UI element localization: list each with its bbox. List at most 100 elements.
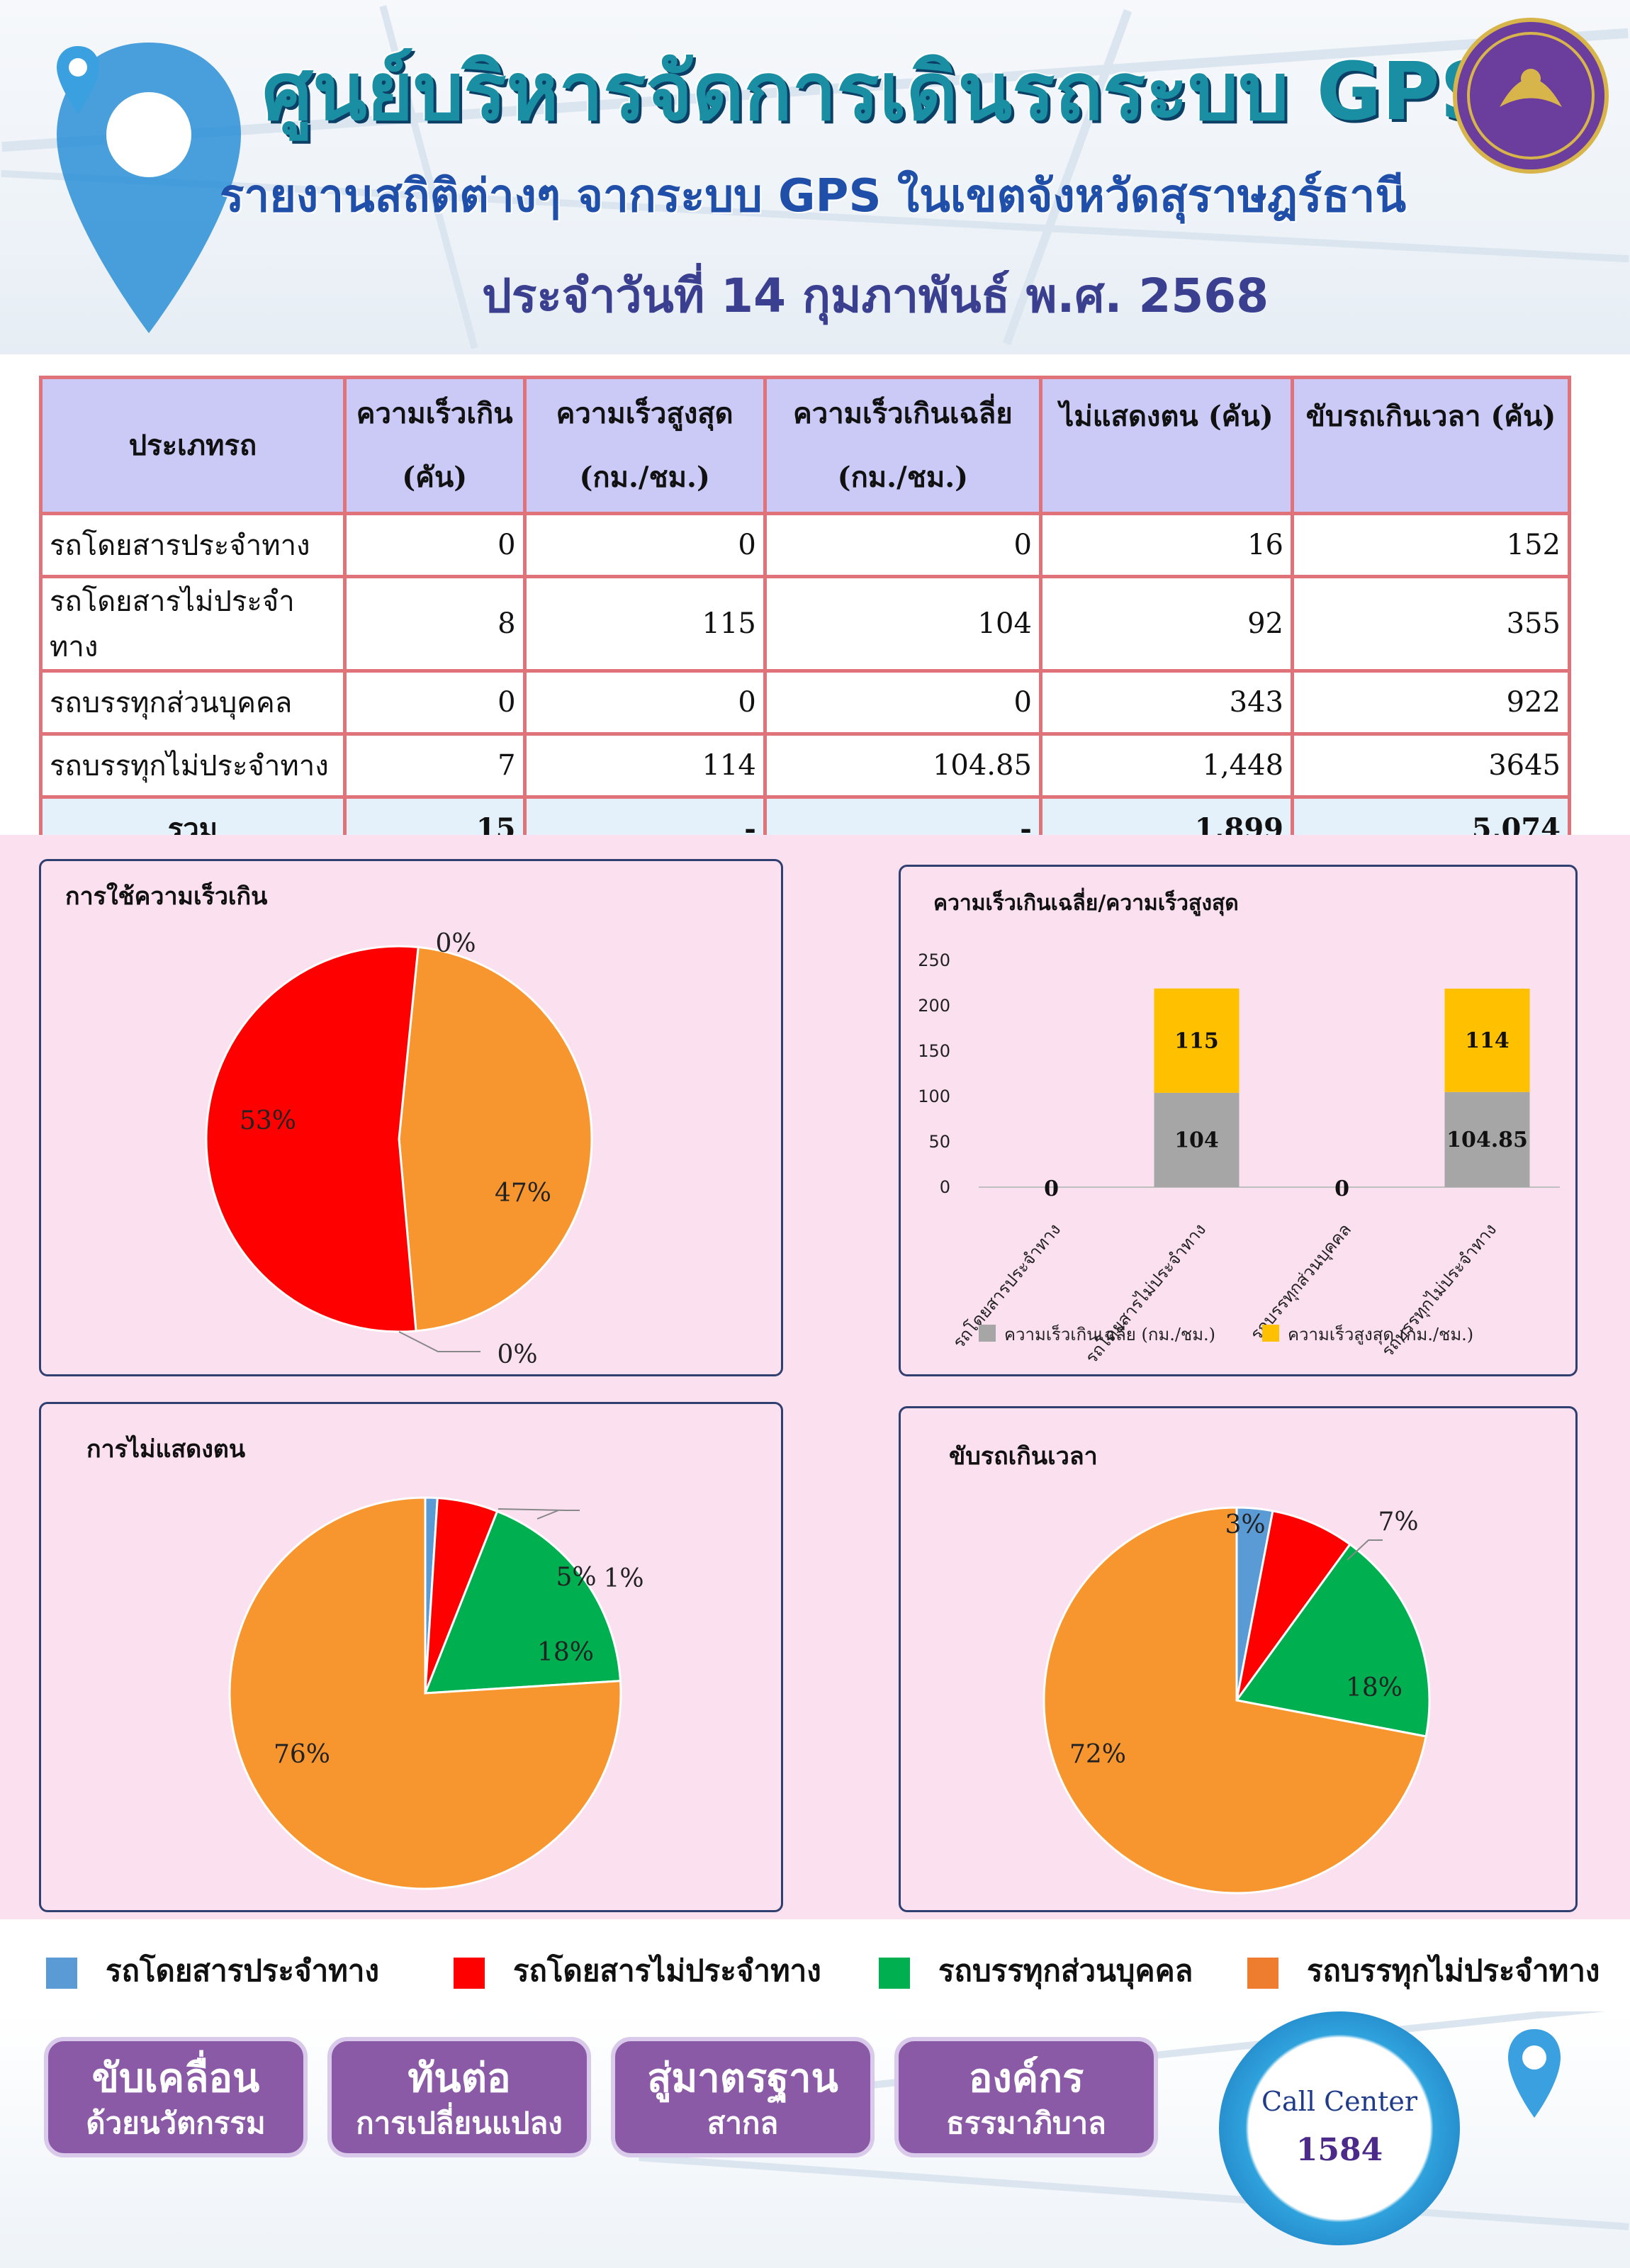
charts-area: การใช้ความเร็วเกิน 0% 53% 0% 47% ความเร็วเก… [0,835,1630,1919]
y-tick-label: 50 [928,1132,950,1152]
bar-value-label: 115 [1174,1028,1219,1053]
legend-label: ความเร็วสูงสุด (กม./ชม.) [1288,1324,1473,1345]
row-label: รถโดยสารประจำทาง [39,512,347,578]
cell-overtime: 152 [1291,512,1571,578]
cell-overtime: 922 [1291,669,1571,736]
page-subtitle: รายงานสถิติต่างๆ จากระบบ GPS ในเขตจังหวั… [220,170,1407,223]
header-avg-speed: ความเร็วเกินเฉลี่ย (กม./ชม.) [763,376,1042,515]
y-tick-label: 250 [918,950,950,970]
cell-avg-speed: 0 [763,669,1042,736]
legend-item: รถบรรทุกส่วนบุคคล [879,1948,1193,1990]
noshow-pie-chart: 1%5% 18% 76% [228,1496,644,1890]
leader-line [536,1510,559,1520]
pie-slice [1042,1506,1427,1894]
map-pin-icon [57,43,241,333]
y-tick-label: 200 [918,996,950,1016]
bar-segment [1444,1091,1530,1187]
legend-label: ความเร็วเกินเฉลี่ย (กม./ชม.) [1004,1323,1215,1344]
header-max-speed: ความเร็วสูงสุด (กม./ชม.) [522,376,767,515]
pie-slice [398,945,593,1332]
slice-label: 7% [1378,1508,1418,1537]
overtime-pie-panel: ขับรถเกินเวลา 3% 7% 18% 72% [899,1406,1578,1912]
legend-swatch [879,1958,910,1989]
bar-value-label: 104.85 [1446,1128,1528,1152]
motto-innovation-button: ขับเคลื่อน ด้วยนวัตกรรม [44,2037,308,2157]
legend-item: รถโดยสารไม่ประจำทาง [454,1948,821,1990]
legend-swatch [454,1958,485,1989]
bar-value-label: 114 [1465,1028,1510,1053]
cell-max-speed: 115 [522,575,767,673]
pie-slice [228,1496,622,1890]
page-title: ศูนย์บริหารจัดการเดินรถระบบ GPS [262,46,1497,138]
cell-overtime: 3645 [1291,732,1571,799]
legend-swatch [46,1958,77,1989]
leader-line [398,1331,480,1352]
motto-standard-button: สู่มาตรฐาน สากล [611,2037,875,2157]
pie-slice [1235,1542,1431,1738]
pie-slice [1235,1510,1351,1701]
table-row: รถโดยสารไม่ประจำทาง 8 115 104 92 355 [39,575,1571,673]
slice-label: 72% [1069,1740,1126,1769]
header-vehicle-type: ประเภทรถ [39,376,347,515]
y-tick-label: 0 [940,1177,950,1197]
speed-bar-panel: ความเร็วเกินเฉลี่ย/ความเร็วสูงสุด 0 50 100… [899,865,1578,1376]
vehicle-legend: รถโดยสารประจำทาง รถโดยสารไม่ประจำทาง รถบ… [0,1919,1630,2011]
cell-max-speed: 0 [522,669,767,736]
pie-slice [423,1510,622,1695]
slice-label: 1% [603,1564,643,1593]
slice-label: 18% [1346,1673,1403,1702]
cell-no-show: 1,448 [1038,732,1295,799]
department-seal-icon [1453,18,1609,174]
header-no-show: ไม่แสดงตน (คัน) [1038,376,1295,515]
header-banner: ศูนย์บริหารจัดการเดินรถระบบ GPS รายงานสถ… [0,0,1630,354]
legend-swatch [1247,1958,1278,1989]
speeding-pie-panel: การใช้ความเร็วเกิน 0% 53% 0% 47% [39,859,783,1376]
motto-change-button: ทันต่อ การเปลี่ยนแปลง [327,2037,591,2157]
legend-swatch [979,1325,996,1342]
row-label: รถบรรทุกส่วนบุคคล [39,669,347,736]
call-center-label: Call Center [1261,2086,1418,2117]
small-pin-icon [57,46,99,113]
table-row: รถบรรทุกส่วนบุคคล 0 0 0 343 922 [39,669,1571,736]
x-category-label: รถโดยสารไม่ประจำทาง [1081,1220,1210,1367]
slice-label: 53% [240,1106,296,1135]
chart-title: การไม่แสดงตน [86,1435,246,1464]
y-tick-label: 150 [918,1041,950,1061]
bar-value-label: 0 [1334,1177,1349,1201]
pie-slice [205,945,420,1333]
cell-no-show: 92 [1038,575,1295,673]
leader-line [1347,1539,1383,1561]
cell-overtime: 355 [1291,575,1571,673]
legend-item: รถบรรทุกไม่ประจำทาง [1247,1948,1600,1990]
cell-speeding: 7 [342,732,527,799]
speeding-pie-chart: 0% 53% 0% 47% [205,929,593,1369]
bar-segment [1154,988,1240,1093]
table-row: รถบรรทุกไม่ประจำทาง 7 114 104.85 1,448 3… [39,732,1571,799]
row-label: รถบรรทุกไม่ประจำทาง [39,732,347,799]
slice-label: 47% [495,1179,551,1208]
slice-label: 5% [556,1563,596,1592]
motto-governance-button: องค์กร ธรรมาภิบาล [894,2037,1158,2157]
y-tick-label: 100 [918,1087,950,1106]
cell-avg-speed: 0 [763,512,1042,578]
header-speeding: ความเร็วเกิน (คัน) [342,376,527,515]
cell-no-show: 343 [1038,669,1295,736]
overtime-pie-chart: 3% 7% 18% 72% [1042,1506,1431,1894]
cell-no-show: 16 [1038,512,1295,578]
footer-banner: ขับเคลื่อน ด้วยนวัตกรรม ทันต่อ การเปลี่ยนแ… [0,2011,1630,2268]
report-date: ประจำวันที่ 14 กุมภาพันธ์ พ.ศ. 2568 [482,269,1269,323]
bar-segment [1444,988,1530,1092]
cell-max-speed: 0 [522,512,767,578]
cell-max-speed: 114 [522,732,767,799]
small-pin-icon [1508,2029,1561,2118]
leader-line [498,1508,580,1511]
slice-label: 76% [274,1740,330,1769]
cell-avg-speed: 104.85 [763,732,1042,799]
cell-avg-speed: 104 [763,575,1042,673]
cell-speeding: 0 [342,669,527,736]
table-row: รถโดยสารประจำทาง 0 0 0 16 152 [39,512,1571,578]
slice-label: 18% [537,1638,594,1667]
bar-value-label: 104 [1174,1128,1219,1152]
speed-bar-chart: 0501001502002500รถโดยสารประจำทาง104115รถ… [918,950,1560,1367]
chart-title: การใช้ความเร็วเกิน [65,882,268,911]
